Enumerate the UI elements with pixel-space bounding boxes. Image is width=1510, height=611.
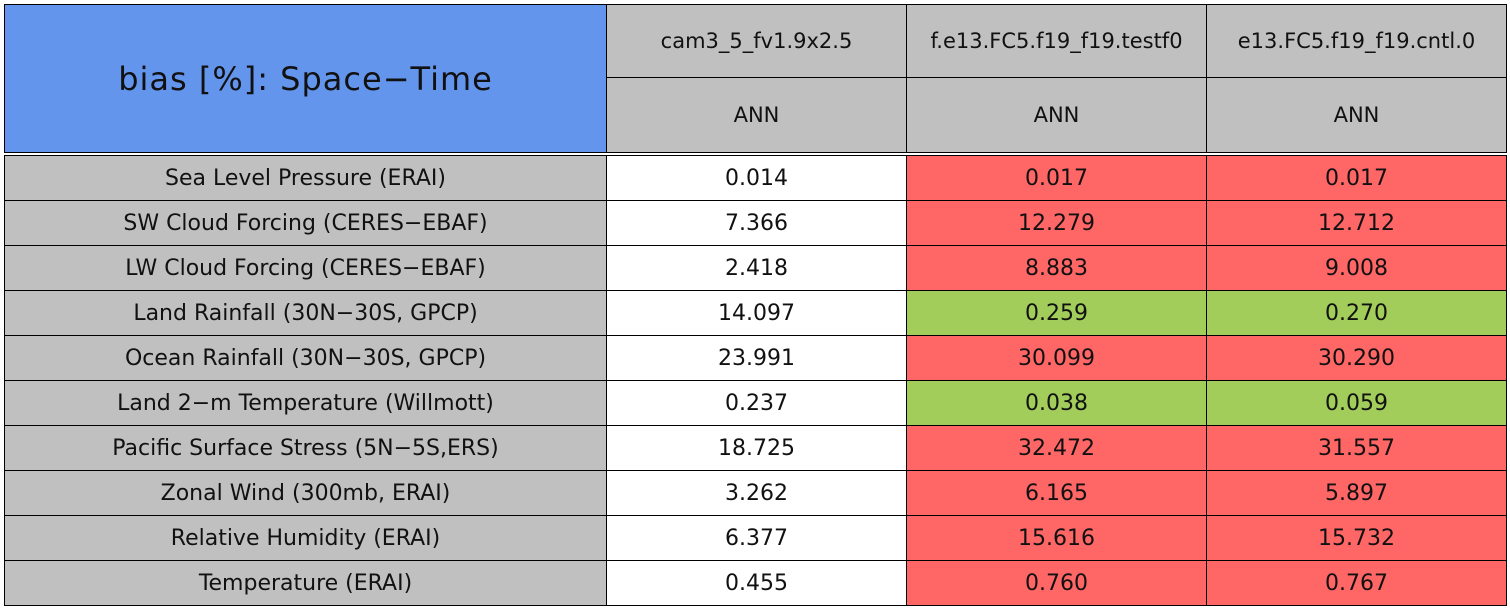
value-cell: 3.262 [606, 470, 907, 516]
row-label: SW Cloud Forcing (CERES−EBAF) [4, 200, 607, 246]
row-label: Sea Level Pressure (ERAI) [4, 155, 607, 201]
value-cell: 9.008 [1206, 245, 1507, 291]
value-cell: 0.017 [1206, 155, 1507, 201]
row-label: Relative Humidity (ERAI) [4, 515, 607, 561]
row-label: Land 2−m Temperature (Willmott) [4, 380, 607, 426]
season-header: ANN [1206, 77, 1507, 153]
value-cell: 0.038 [906, 380, 1207, 426]
value-cell: 0.259 [906, 290, 1207, 336]
value-cell: 18.725 [606, 425, 907, 471]
value-cell: 14.097 [606, 290, 907, 336]
value-cell: 0.237 [606, 380, 907, 426]
value-cell: 31.557 [1206, 425, 1507, 471]
row-label: Zonal Wind (300mb, ERAI) [4, 470, 607, 516]
value-cell: 0.017 [906, 155, 1207, 201]
value-cell: 0.767 [1206, 560, 1507, 606]
value-cell: 0.455 [606, 560, 907, 606]
column-header: e13.FC5.f19_f19.cntl.0 [1206, 4, 1507, 78]
value-cell: 0.760 [906, 560, 1207, 606]
value-cell: 2.418 [606, 245, 907, 291]
value-cell: 30.099 [906, 335, 1207, 381]
value-cell: 32.472 [906, 425, 1207, 471]
value-cell: 0.014 [606, 155, 907, 201]
row-label: LW Cloud Forcing (CERES−EBAF) [4, 245, 607, 291]
season-header: ANN [906, 77, 1207, 153]
value-cell: 6.377 [606, 515, 907, 561]
value-cell: 12.712 [1206, 200, 1507, 246]
table-title: bias [%]: Space−Time [4, 4, 607, 153]
row-label: Pacific Surface Stress (5N−5S,ERS) [4, 425, 607, 471]
value-cell: 15.732 [1206, 515, 1507, 561]
row-label: Land Rainfall (30N−30S, GPCP) [4, 290, 607, 336]
value-cell: 8.883 [906, 245, 1207, 291]
value-cell: 12.279 [906, 200, 1207, 246]
column-header: f.e13.FC5.f19_f19.testf0 [906, 4, 1207, 78]
value-cell: 15.616 [906, 515, 1207, 561]
value-cell: 30.290 [1206, 335, 1507, 381]
row-label: Ocean Rainfall (30N−30S, GPCP) [4, 335, 607, 381]
value-cell: 23.991 [606, 335, 907, 381]
season-header: ANN [606, 77, 907, 153]
value-cell: 7.366 [606, 200, 907, 246]
value-cell: 6.165 [906, 470, 1207, 516]
value-cell: 5.897 [1206, 470, 1507, 516]
column-header: cam3_5_fv1.9x2.5 [606, 4, 907, 78]
row-label: Temperature (ERAI) [4, 560, 607, 606]
value-cell: 0.059 [1206, 380, 1507, 426]
value-cell: 0.270 [1206, 290, 1507, 336]
